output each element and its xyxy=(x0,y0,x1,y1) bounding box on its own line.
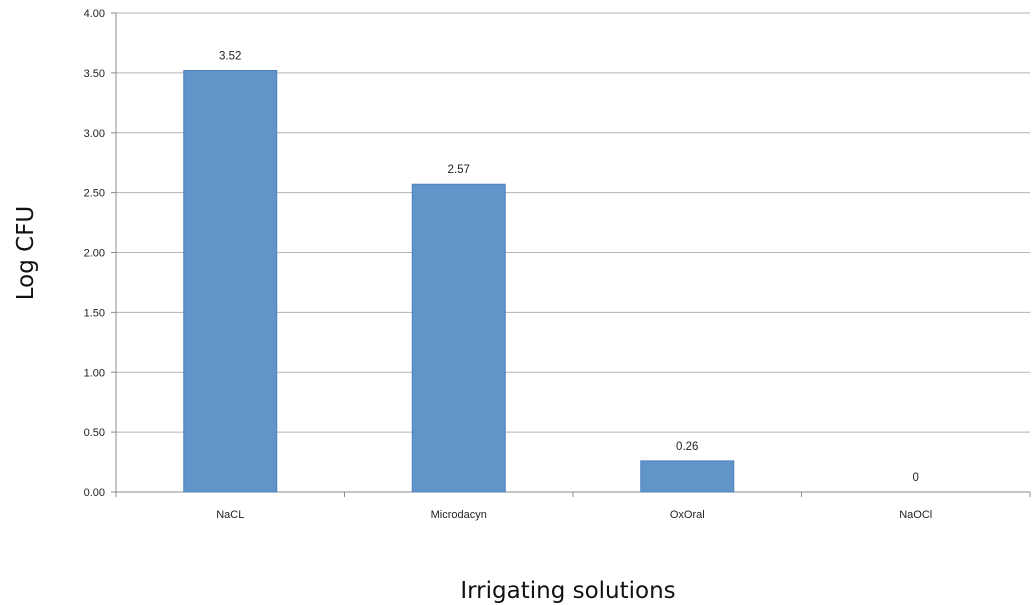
data-label-nacl: 3.52 xyxy=(219,50,241,62)
y-tick-label: 0.00 xyxy=(84,487,105,499)
bar-microdacyn xyxy=(411,183,506,493)
x-tick-label-oxoral: OxOral xyxy=(670,509,705,521)
y-tick-label: 2.00 xyxy=(84,248,105,260)
y-tick-label: 4.00 xyxy=(84,8,105,20)
y-tick-label: 3.50 xyxy=(84,68,105,80)
x-tick-label-nacl: NaCL xyxy=(216,509,244,521)
bars xyxy=(183,69,735,493)
y-tick-label: 1.50 xyxy=(84,307,105,319)
y-axis-tick-labels: 0.00 0.50 1.00 1.50 2.00 2.50 3.00 3.50 4.00 xyxy=(84,8,105,499)
bar-oxoral xyxy=(640,460,735,493)
x-tick-label-microdacyn: Microdacyn xyxy=(431,509,487,521)
x-axis-title: Irrigating solutions xyxy=(460,578,675,604)
data-label-microdacyn: 2.57 xyxy=(448,164,470,176)
data-label-oxoral: 0.26 xyxy=(676,441,698,453)
y-tick-label: 0.50 xyxy=(84,427,105,439)
data-label-naocl: 0 xyxy=(913,472,919,484)
bar-nacl xyxy=(183,69,278,493)
x-tick-label-naocl: NaOCl xyxy=(899,509,932,521)
y-axis-title: Log CFU xyxy=(13,206,39,301)
x-axis-tick-labels: NaCL Microdacyn OxOral NaOCl xyxy=(216,509,932,521)
y-tick-label: 2.50 xyxy=(84,188,105,200)
data-labels: 3.52 2.57 0.26 0 xyxy=(219,50,919,484)
y-tick-label: 1.00 xyxy=(84,367,105,379)
y-tick-label: 3.00 xyxy=(84,128,105,140)
